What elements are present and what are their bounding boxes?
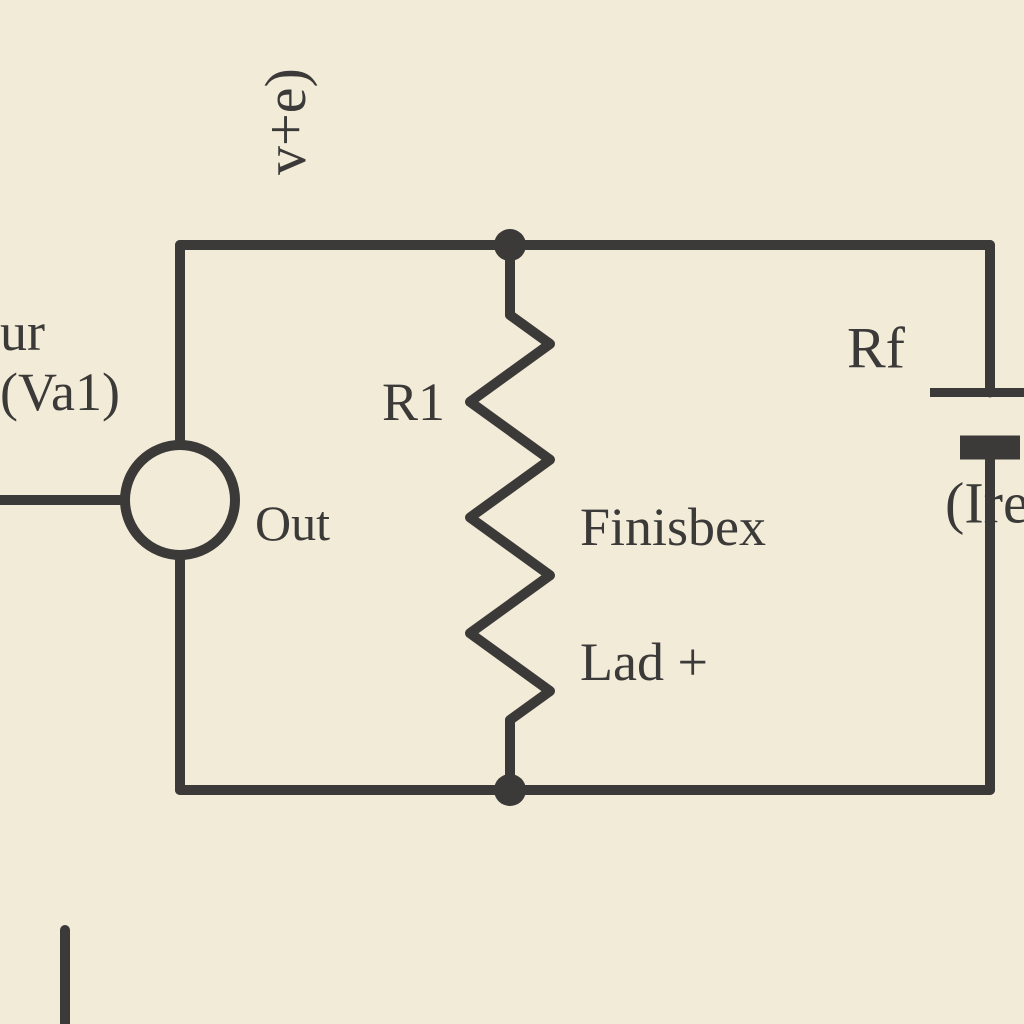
- label-lad-plus: Lad +: [580, 632, 708, 692]
- label-source-line2: (Va1): [0, 362, 120, 422]
- label-v-plus-e: v+e): [253, 68, 318, 175]
- label-iree: (Iree: [945, 471, 1024, 536]
- label-out: Out: [255, 495, 330, 551]
- node-top: [494, 229, 526, 261]
- label-finisbex: Finisbex: [580, 497, 766, 557]
- node-bottom: [494, 774, 526, 806]
- label-r1: R1: [382, 372, 445, 432]
- source-symbol: [125, 445, 235, 555]
- circuit-diagram: v+e) ur (Va1) Out R1 Finisbex Lad + Rf (…: [0, 0, 1024, 1024]
- label-source-line1: ur: [0, 302, 45, 362]
- label-rf: Rf: [847, 316, 906, 381]
